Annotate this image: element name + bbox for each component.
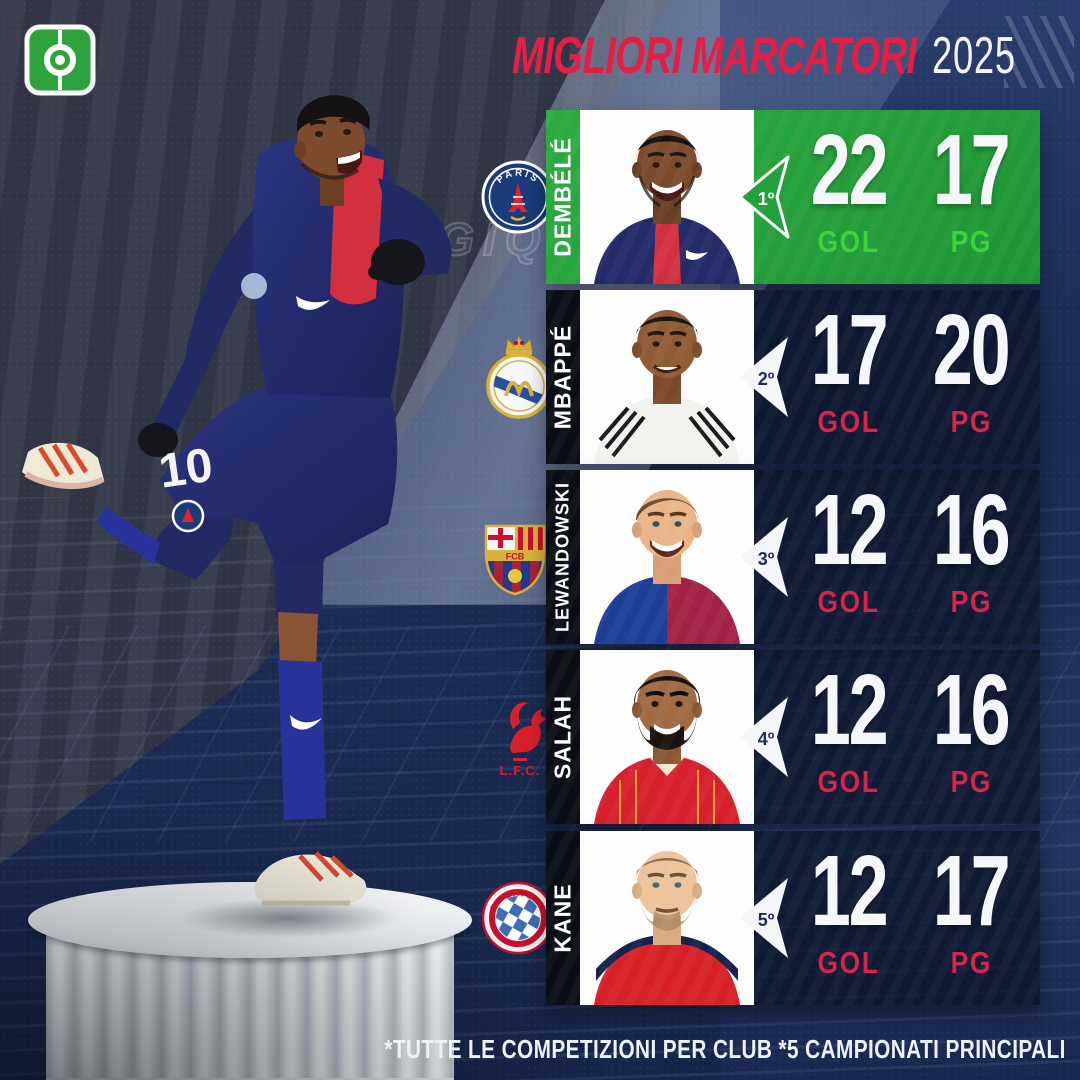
stats: 12 GOL 16 PG [754,470,1040,644]
games-value: 16 [933,654,1011,766]
rank-arrow: 4º [740,697,788,777]
badge-text: FCB [506,552,525,562]
player-name: KANE [549,883,576,953]
goals-label: GOL [817,945,881,980]
games-label: PG [950,584,992,619]
stats: 12 GOL 17 PG [754,831,1040,1005]
name-strip: LEWANDOWSKI [546,470,580,644]
score-card: KANE [546,831,1040,1005]
ranking-row-5: FC BAYERN MÜNCHEN KANE [481,831,1056,1005]
player-photo [580,110,754,284]
name-strip: MBAPPÉ [546,290,580,464]
rank-label: 4º [758,729,775,749]
rank-arrow: 3º [740,517,788,597]
main-player-figure: 10 [22,95,452,906]
ranking-row-1: PARIS DEMBÉLÉ [481,110,1056,284]
stats: 22 GOL 17 PG [754,110,1040,284]
goals-label: GOL [817,404,881,439]
title-text: MIGLIORI MARCATORI [512,27,917,85]
games-value: 16 [933,474,1011,586]
goals-stat: 12 GOL [790,470,908,644]
score-card: SALAH [546,650,1040,824]
ranking-row-4: L.F.C. SALAH [484,650,1056,824]
games-value: 17 [933,114,1011,226]
games-label: PG [950,945,992,980]
player-photo [580,470,754,644]
score-card: MBAPPÉ [546,290,1040,464]
player-name: LEWANDOWSKI [552,482,573,632]
games-label: PG [950,404,992,439]
fc-barcelona-badge: FCB [484,524,546,596]
games-stat: 17 PG [912,110,1030,284]
goals-label: GOL [817,584,881,619]
name-strip: DEMBÉLÉ [546,110,580,284]
goals-value: 22 [811,114,889,226]
games-stat: 20 PG [912,290,1030,464]
psg-badge: PARIS [481,160,555,234]
goals-value: 12 [811,835,889,947]
goals-stat: 17 GOL [790,290,908,464]
name-strip: SALAH [546,650,580,824]
games-stat: 17 PG [912,831,1030,1005]
goals-label: GOL [817,224,881,259]
footnote: *TUTTE LE COMPETIZIONI PER CLUB *5 CAMPI… [384,1034,1066,1064]
games-value: 17 [933,835,1011,947]
jersey-number: 10 [156,439,216,499]
stats: 17 GOL 20 PG [754,290,1040,464]
bayern-badge: FC BAYERN MÜNCHEN [481,881,555,955]
player-name: DEMBÉLÉ [549,137,576,257]
goals-value: 12 [811,654,889,766]
score-card: LEWANDOWSKI [546,470,1040,644]
title-year: 2025 [932,27,1017,85]
player-photo [580,831,754,1005]
goals-value: 17 [811,294,889,406]
rank-label: 5º [758,910,775,930]
rank-label: 2º [758,369,775,389]
badge-text: L.F.C. [500,763,541,778]
ranking-row-3: FCB LEWANDOWSKI [484,470,1056,644]
player-name: MBAPPÉ [549,324,576,430]
name-strip: KANE [546,831,580,1005]
stats: 12 GOL 16 PG [754,650,1040,824]
games-stat: 16 PG [912,470,1030,644]
games-value: 20 [933,294,1011,406]
kane-portrait [594,851,740,1005]
goals-stat: 22 GOL [790,110,908,284]
goals-value: 12 [811,474,889,586]
rank-arrow: 1º [738,155,790,239]
goals-label: GOL [817,764,881,799]
salah-portrait [594,670,740,824]
goals-stat: 12 GOL [790,650,908,824]
dembele-portrait [594,130,740,284]
player-photo [580,650,754,824]
rank-arrow: 5º [740,878,788,958]
rank-label: 3º [758,549,775,569]
player-name: SALAH [549,694,576,780]
games-label: PG [950,764,992,799]
lewandowski-portrait [594,490,740,644]
player-photo [580,290,754,464]
score-card: DEMBÉLÉ [546,110,1040,284]
rank-label: 1º [758,189,775,209]
games-stat: 16 PG [912,650,1030,824]
rank-arrow: 2º [740,337,788,417]
mbappe-portrait [594,310,740,464]
goals-stat: 12 GOL [790,831,908,1005]
games-label: PG [950,224,992,259]
scorers-ranking-list: PARIS DEMBÉLÉ [481,110,1056,1010]
ranking-row-2: MBAPPÉ [484,290,1056,464]
